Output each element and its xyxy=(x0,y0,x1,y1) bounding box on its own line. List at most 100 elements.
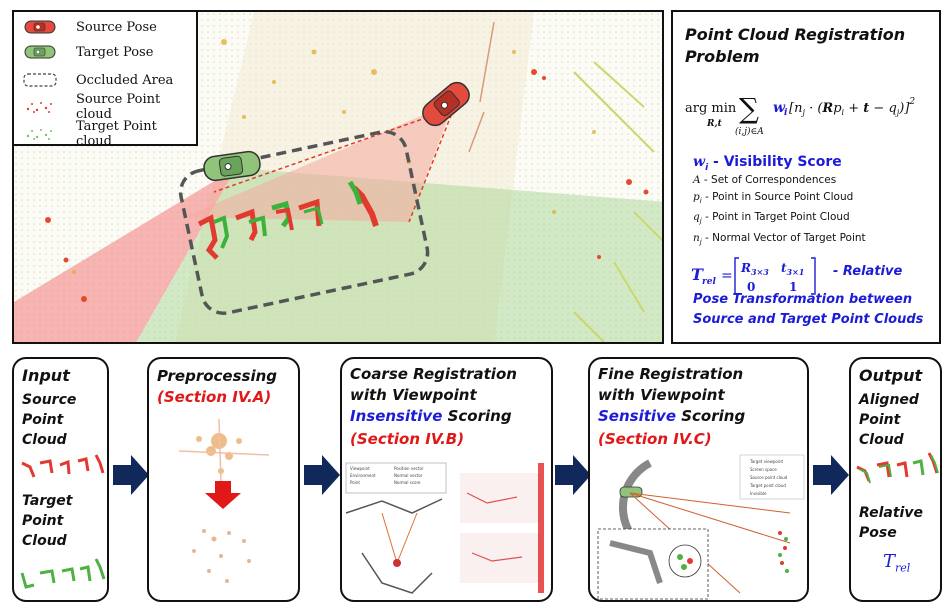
aligned-cloud-label: Aligned Point Cloud xyxy=(859,390,919,450)
svg-text:T: T xyxy=(691,265,704,284)
label-line: Relative xyxy=(859,505,923,521)
legend-item-source-pose: Source Pose xyxy=(22,17,157,37)
green-car-icon xyxy=(22,44,58,60)
label-line: Aligned xyxy=(859,392,919,408)
legend-item-source-cloud: Source Point cloud xyxy=(22,92,196,122)
def-symbol: n xyxy=(693,231,700,244)
objective-formula: arg min R,t ∑ (i,j)∈A w i [nj · (Rpi + t… xyxy=(685,92,915,137)
label-line: Cloud xyxy=(859,432,904,448)
def-symbol: A xyxy=(693,174,701,186)
visibility-score-label: - Visibility Score xyxy=(708,154,842,170)
relative-pose-label: Relative Pose xyxy=(859,503,923,543)
colorbar xyxy=(538,463,544,593)
svg-text:[nj · (Rpi + t − qj)]2: [nj · (Rpi + t − qj)]2 xyxy=(789,97,915,117)
svg-text:(i,j)∈A: (i,j)∈A xyxy=(735,126,764,137)
legend-label: Source Point cloud xyxy=(76,92,161,122)
preprocessing-title: Preprocessing xyxy=(157,367,278,385)
trel-sub: rel xyxy=(895,561,911,575)
label-line: Cloud xyxy=(22,533,67,549)
svg-text:Normal vector: Normal vector xyxy=(394,473,423,478)
svg-text:Viewpoint: Viewpoint xyxy=(350,466,370,471)
label-line: Point xyxy=(859,412,901,428)
green-dots-icon xyxy=(22,126,58,142)
def-text: - Normal Vector of Target Point xyxy=(701,231,866,244)
legend-label: Target Point cloud xyxy=(76,119,157,149)
svg-text:1: 1 xyxy=(789,280,797,294)
coarse-line2: with Viewpoint xyxy=(350,386,477,404)
svg-text:Position vector: Position vector xyxy=(394,466,424,471)
legend-label: Occluded Area xyxy=(76,72,174,88)
svg-text:Target point cloud: Target point cloud xyxy=(749,483,786,488)
trel-suffix: - Relative xyxy=(833,264,903,279)
coarse-line1: Coarse Registration xyxy=(350,365,517,383)
label-line: Target xyxy=(22,493,73,509)
preprocessing-illustration xyxy=(178,418,270,583)
stage-preprocessing: Preprocessing (Section IV.A) xyxy=(147,357,300,602)
svg-text:Source point cloud: Source point cloud xyxy=(750,475,788,480)
label-line: Point xyxy=(22,412,64,428)
trel-symbol: T xyxy=(883,551,896,572)
stage-input: Input Source Point Cloud Target Point Cl… xyxy=(12,357,109,602)
label-line: Source xyxy=(22,392,77,408)
def-text: - Set of Correspondences xyxy=(700,174,837,186)
fine-section: (Section IV.C) xyxy=(598,430,712,448)
problem-title-line1: Point Cloud Registration xyxy=(685,25,906,44)
def-symbol: p xyxy=(693,190,700,203)
label-line: Cloud xyxy=(22,432,67,448)
problem-panel: Point Cloud Registration Problem arg min… xyxy=(671,10,941,344)
def-sub: j xyxy=(699,237,702,246)
coarse-line3: Insensitive Scoring xyxy=(350,406,512,426)
svg-text:0: 0 xyxy=(747,280,755,294)
svg-text:Target viewpoint: Target viewpoint xyxy=(749,459,783,464)
red-car-icon xyxy=(22,19,58,35)
definition-item: qj - Point in Target Point Cloud xyxy=(693,209,866,230)
fine-line3: Sensitive Scoring xyxy=(598,406,745,426)
svg-text:R,t: R,t xyxy=(706,119,723,129)
legend-label: Source Pose xyxy=(76,19,157,35)
svg-text:Normal score: Normal score xyxy=(394,480,421,485)
definitions-list: A - Set of Correspondences pi - Point in… xyxy=(693,172,866,250)
legend-item-occluded-area: Occluded Area xyxy=(22,70,173,90)
fine-illustration: Target viewpoint Screen space Source poin… xyxy=(597,454,805,600)
target-cloud-label: Target Point Cloud xyxy=(22,491,72,551)
svg-text:=: = xyxy=(721,268,733,284)
arrow-right-icon xyxy=(304,455,340,495)
coarse-illustration: Viewpoint Environment Point Position vecto… xyxy=(345,462,544,594)
preprocessing-section: (Section IV.A) xyxy=(157,388,272,406)
label-line: Point xyxy=(22,513,64,529)
pose-line1: Pose Transformation between xyxy=(693,292,913,307)
coarse-section: (Section IV.B) xyxy=(350,430,465,448)
w-sub: i xyxy=(705,162,709,173)
w-symbol: w xyxy=(693,154,706,170)
legend-item-target-cloud: Target Point cloud xyxy=(22,119,196,149)
svg-text:t3×1: t3×1 xyxy=(781,261,804,277)
legend-item-target-pose: Target Pose xyxy=(22,42,153,62)
def-symbol: q xyxy=(693,211,700,224)
coarse-rest: Scoring xyxy=(442,407,512,425)
target-car-icon xyxy=(203,150,261,182)
svg-text:w: w xyxy=(773,100,786,116)
occluded-point-clouds xyxy=(197,180,379,260)
visibility-score-heading: wi - Visibility Score xyxy=(693,154,842,173)
svg-text:R3×3: R3×3 xyxy=(740,261,769,277)
fine-highlight: Sensitive xyxy=(598,407,676,425)
definition-item: A - Set of Correspondences xyxy=(693,172,866,189)
stage-output: Output Aligned Point Cloud Relative Pose… xyxy=(849,357,942,602)
svg-text:arg min: arg min xyxy=(685,101,737,116)
arrow-right-icon xyxy=(813,455,849,495)
source-cloud-thumbnail xyxy=(21,454,105,478)
svg-text:Invisible: Invisible xyxy=(750,491,767,496)
svg-text:∑: ∑ xyxy=(739,92,759,125)
arrow-right-icon xyxy=(113,455,149,495)
aligned-cloud-thumbnail xyxy=(856,452,939,484)
svg-text:Environment: Environment xyxy=(350,473,376,478)
occlusion-shadow xyxy=(14,168,236,342)
output-title: Output xyxy=(859,366,923,385)
pose-line2: Source and Target Point Clouds xyxy=(693,312,924,327)
stage-coarse-registration: Coarse Registration with Viewpoint Insen… xyxy=(340,357,553,602)
trel-matrix-formula: T rel = R3×3 t3×1 0 1 xyxy=(691,257,816,295)
svg-text:Point: Point xyxy=(350,480,360,485)
fine-rest: Scoring xyxy=(676,407,746,425)
fine-line2: with Viewpoint xyxy=(598,386,725,404)
legend-label: Target Pose xyxy=(76,44,154,60)
